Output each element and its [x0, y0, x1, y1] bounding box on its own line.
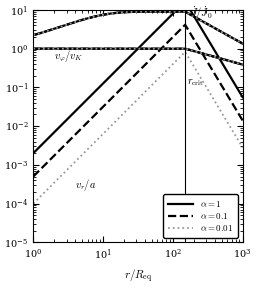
- Legend: $\alpha = 1$, $\alpha = 0.1$, $\alpha = 0.01$: $\alpha = 1$, $\alpha = 0.1$, $\alpha = …: [163, 194, 238, 238]
- X-axis label: $r / R_{\rm eq}$: $r / R_{\rm eq}$: [124, 267, 152, 285]
- Text: $v_r / a$: $v_r / a$: [75, 177, 97, 193]
- Text: $\dot{J} / \dot{J}_0$: $\dot{J} / \dot{J}_0$: [190, 5, 212, 22]
- Text: $v_{\varphi} / v_K$: $v_{\varphi} / v_K$: [54, 48, 83, 64]
- Text: $r_{\rm crit}$: $r_{\rm crit}$: [187, 77, 204, 88]
